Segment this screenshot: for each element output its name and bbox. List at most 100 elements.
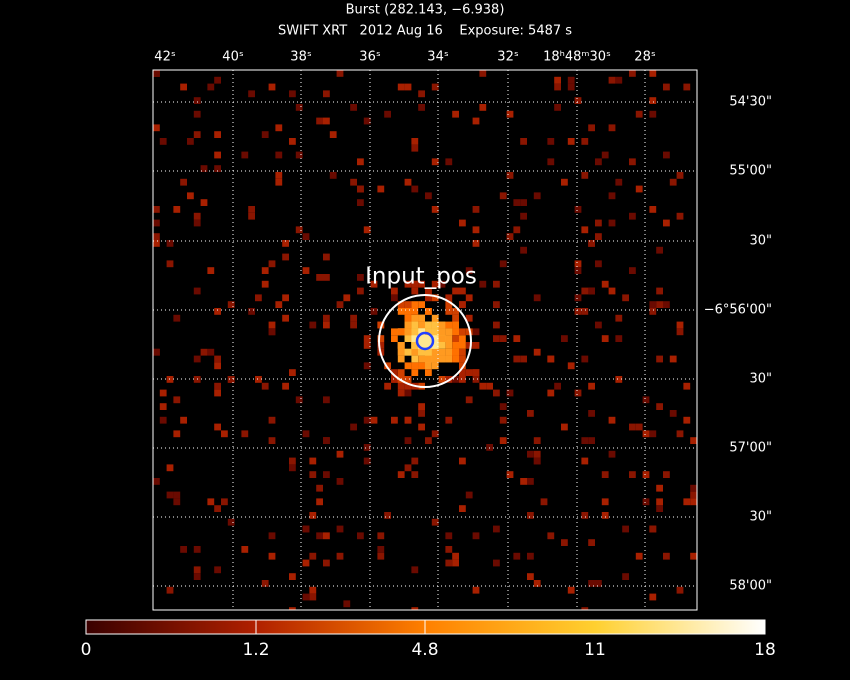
count-pixel: [350, 321, 357, 329]
count-pixel: [153, 478, 160, 485]
count-pixel: [513, 199, 521, 206]
count-pixel: [445, 301, 453, 308]
count-pixel: [397, 389, 405, 397]
count-pixel: [663, 471, 670, 478]
count-pixel: [445, 348, 453, 356]
count-pixel: [608, 219, 616, 227]
count-pixel: [357, 287, 364, 295]
count-pixel: [425, 287, 432, 295]
count-pixel: [261, 280, 269, 288]
count-pixel: [431, 328, 439, 336]
count-pixel: [166, 491, 174, 499]
count-pixel: [663, 83, 670, 91]
count-pixel: [438, 328, 446, 336]
count-pixel: [452, 342, 459, 349]
count-pixel: [527, 552, 534, 560]
count-pixel: [214, 131, 221, 138]
count-pixel: [445, 416, 453, 424]
count-pixel: [289, 464, 296, 472]
count-pixel: [411, 280, 419, 288]
count-pixel: [431, 355, 439, 363]
count-pixel: [200, 348, 208, 356]
count-pixel: [309, 593, 317, 601]
count-pixel: [656, 484, 663, 492]
count-pixel: [635, 185, 643, 193]
count-pixel: [588, 287, 595, 295]
count-pixel: [635, 423, 643, 431]
count-pixel: [221, 430, 228, 438]
count-pixel: [295, 104, 303, 111]
count-pixel: [153, 233, 160, 240]
count-pixel: [159, 138, 167, 145]
count-pixel: [425, 294, 432, 302]
count-pixel: [629, 158, 636, 166]
count-pixel: [411, 369, 419, 376]
count-pixel: [404, 178, 412, 186]
count-pixel: [214, 308, 221, 315]
count-pixel: [377, 552, 385, 560]
count-pixel: [554, 382, 561, 390]
count-pixel: [459, 342, 466, 349]
count-pixel: [323, 90, 330, 98]
count-pixel: [574, 267, 582, 274]
count-pixel: [465, 267, 473, 274]
count-pixel: [397, 328, 405, 336]
count-pixel: [275, 172, 283, 179]
count-pixel: [193, 566, 201, 574]
count-pixel: [472, 226, 480, 234]
count-pixel: [397, 83, 405, 91]
count-pixel: [384, 362, 391, 370]
count-pixel: [493, 280, 500, 288]
count-pixel: [411, 362, 419, 370]
count-pixel: [241, 151, 249, 159]
count-pixel: [261, 131, 269, 138]
count-pixel: [642, 430, 650, 438]
count-pixel: [513, 355, 521, 363]
count-pixel: [574, 97, 582, 104]
dec-label: 30": [749, 234, 772, 249]
count-pixel: [561, 178, 568, 186]
count-pixel: [302, 233, 310, 240]
count-pixel: [282, 253, 289, 261]
count-pixel: [431, 362, 439, 370]
count-pixel: [663, 151, 670, 159]
count-pixel: [153, 124, 160, 132]
ra-label: 40ˢ: [222, 50, 244, 65]
count-pixel: [629, 423, 636, 431]
count-pixel: [431, 342, 439, 349]
count-pixel: [391, 416, 398, 424]
count-pixel: [533, 457, 541, 465]
count-pixel: [520, 355, 527, 363]
count-pixel: [214, 505, 221, 512]
count-pixel: [425, 328, 432, 336]
count-pixel: [309, 552, 317, 560]
count-pixel: [690, 491, 697, 499]
count-pixel: [520, 199, 527, 206]
count-pixel: [574, 260, 582, 268]
count-pixel: [663, 219, 670, 227]
count-pixel: [418, 362, 425, 370]
count-pixel: [275, 301, 283, 308]
count-pixel: [438, 335, 446, 342]
count-pixel: [309, 457, 317, 465]
count-pixel: [567, 586, 575, 594]
count-pixel: [506, 172, 514, 179]
count-pixel: [472, 328, 480, 336]
count-pixel: [166, 240, 174, 247]
colorbar-label: 1.2: [242, 640, 269, 660]
count-pixel: [452, 308, 459, 315]
count-pixel: [574, 294, 582, 302]
count-pixel: [200, 165, 208, 172]
count-pixel: [690, 498, 697, 506]
count-pixel: [411, 607, 419, 610]
count-pixel: [193, 355, 201, 363]
count-pixel: [323, 559, 330, 567]
count-pixel: [166, 586, 174, 594]
count-pixel: [465, 314, 473, 322]
count-pixel: [377, 532, 385, 540]
count-pixel: [676, 586, 684, 594]
count-pixel: [214, 76, 221, 84]
count-pixel: [438, 355, 446, 363]
count-pixel: [397, 355, 405, 363]
count-pixel: [683, 416, 691, 424]
